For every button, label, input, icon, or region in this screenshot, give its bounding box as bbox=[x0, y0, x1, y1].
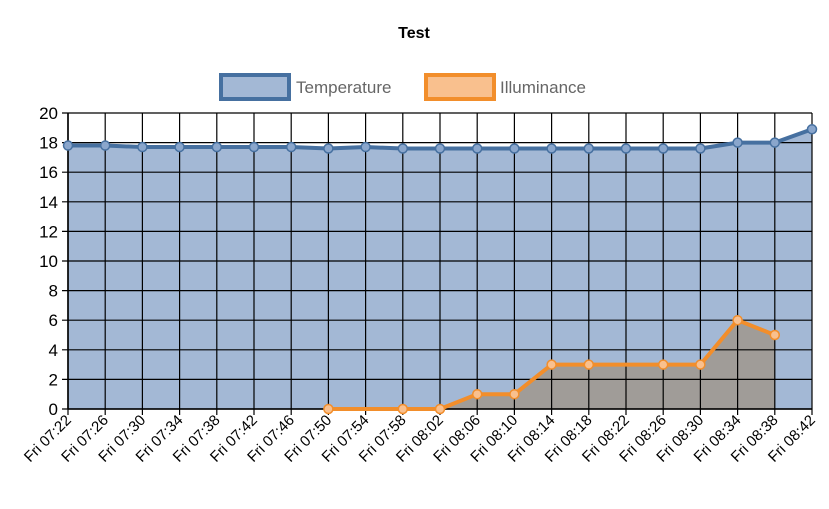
chart-title: Test bbox=[398, 25, 430, 42]
y-tick-label: 20 bbox=[39, 104, 58, 123]
point-temperature bbox=[360, 141, 371, 153]
point-illuminance bbox=[583, 359, 595, 370]
legend-swatch-temperature bbox=[219, 73, 291, 101]
y-tick-label: 0 bbox=[49, 400, 58, 419]
y-tick-label: 8 bbox=[49, 282, 58, 301]
point-temperature bbox=[137, 141, 148, 153]
point-temperature bbox=[471, 143, 483, 154]
legend-item-temperature[interactable]: Temperature bbox=[219, 73, 391, 101]
point-temperature bbox=[211, 141, 223, 153]
y-tick-label: 18 bbox=[39, 134, 58, 153]
legend-label-temperature: Temperature bbox=[296, 78, 391, 97]
legend: Temperature Illuminance bbox=[219, 73, 586, 101]
y-tick-label: 2 bbox=[49, 370, 58, 389]
point-temperature bbox=[174, 141, 185, 153]
point-temperature bbox=[657, 143, 669, 154]
point-illuminance bbox=[471, 388, 483, 400]
legend-swatch-illuminance bbox=[424, 73, 496, 101]
point-temperature bbox=[509, 143, 520, 154]
point-illuminance bbox=[397, 403, 409, 415]
point-temperature bbox=[806, 124, 818, 135]
point-illuminance bbox=[695, 359, 706, 370]
y-tick-label: 14 bbox=[39, 193, 58, 212]
point-illuminance bbox=[434, 403, 446, 415]
point-temperature bbox=[769, 137, 781, 148]
point-temperature bbox=[732, 137, 743, 148]
y-tick-label: 10 bbox=[39, 252, 58, 271]
point-illuminance bbox=[657, 359, 669, 370]
point-temperature bbox=[248, 141, 260, 153]
point-temperature bbox=[323, 143, 334, 154]
series-points bbox=[62, 124, 818, 415]
point-temperature bbox=[285, 141, 297, 153]
point-temperature bbox=[695, 143, 706, 154]
point-temperature bbox=[620, 143, 632, 154]
point-temperature bbox=[546, 143, 557, 154]
y-axis: 0 2 4 6 8 10 12 14 16 18 20 bbox=[39, 104, 58, 419]
point-temperature bbox=[583, 143, 595, 154]
point-illuminance bbox=[509, 388, 520, 400]
point-illuminance bbox=[546, 359, 557, 370]
legend-item-illuminance[interactable]: Illuminance bbox=[424, 73, 586, 101]
point-temperature bbox=[397, 143, 409, 154]
point-temperature bbox=[99, 140, 111, 151]
y-tick-label: 6 bbox=[49, 311, 58, 330]
point-illuminance bbox=[732, 314, 743, 326]
grid-lines bbox=[62, 112, 813, 415]
y-tick-label: 12 bbox=[39, 222, 58, 241]
point-illuminance bbox=[769, 329, 781, 341]
point-temperature bbox=[434, 143, 446, 154]
y-tick-label: 4 bbox=[49, 341, 58, 360]
point-illuminance bbox=[323, 403, 334, 415]
legend-label-illuminance: Illuminance bbox=[500, 78, 586, 97]
point-temperature bbox=[62, 140, 74, 151]
y-tick-label: 16 bbox=[39, 163, 58, 182]
